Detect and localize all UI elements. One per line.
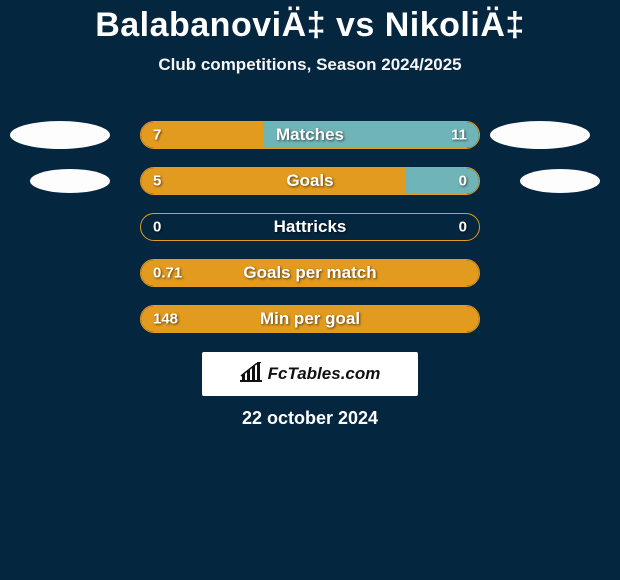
stat-row-hattricks: 0 Hattricks 0 [0, 212, 620, 242]
stat-label: Hattricks [141, 217, 479, 237]
stat-row-min-per-goal: 148 Min per goal [0, 304, 620, 334]
player-left-marker [10, 121, 110, 149]
chart-icon [240, 362, 262, 387]
comparison-chart: 7 Matches 11 5 Goals 0 0 Hattricks 0 [0, 120, 620, 350]
bar-right-fill [405, 168, 479, 194]
bar-track: 7 Matches 11 [140, 121, 480, 149]
brand-badge: FcTables.com [202, 352, 418, 396]
bar-left-fill [141, 168, 405, 194]
brand-text: FcTables.com [268, 364, 381, 384]
stat-row-goals: 5 Goals 0 [0, 166, 620, 196]
value-right: 0 [459, 219, 467, 236]
bar-left-fill [141, 122, 263, 148]
bar-track: 148 Min per goal [140, 305, 480, 333]
footer-date: 22 october 2024 [0, 408, 620, 429]
player-right-marker [520, 169, 600, 193]
bar-track: 5 Goals 0 [140, 167, 480, 195]
bar-left-fill [141, 306, 479, 332]
bar-track: 0 Hattricks 0 [140, 213, 480, 241]
stat-row-goals-per-match: 0.71 Goals per match [0, 258, 620, 288]
page-title: BalabanoviÄ‡ vs NikoliÄ‡ [0, 0, 620, 45]
player-left-marker [30, 169, 110, 193]
player-right-marker [490, 121, 590, 149]
page-subtitle: Club competitions, Season 2024/2025 [0, 55, 620, 75]
stat-row-matches: 7 Matches 11 [0, 120, 620, 150]
bar-right-fill [263, 122, 479, 148]
value-left: 0 [153, 219, 161, 236]
bar-track: 0.71 Goals per match [140, 259, 480, 287]
bar-left-fill [141, 260, 479, 286]
